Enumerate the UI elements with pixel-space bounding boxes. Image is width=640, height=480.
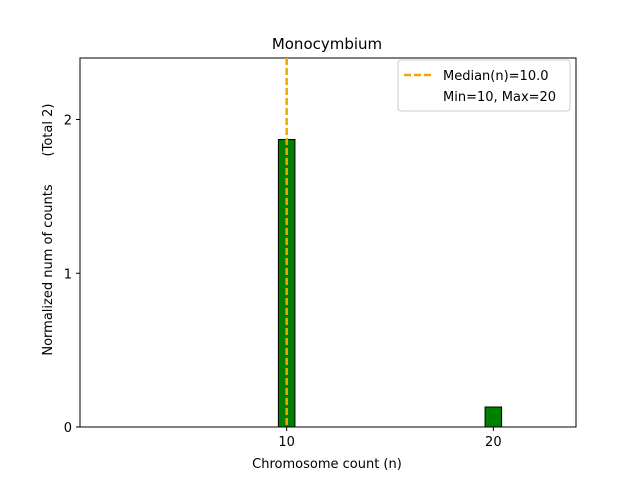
legend: Median(n)=10.0 Min=10, Max=20 [397,59,571,112]
legend-entry-range: Min=10, Max=20 [443,90,556,105]
legend-entry-median: Median(n)=10.0 [443,69,549,84]
y-axis-total-label: (Total 2) [41,104,56,157]
x-tick-label-10: 10 [278,435,295,450]
bars-layer [277,138,503,428]
x-tick-label-20: 20 [485,435,502,450]
chart-title: Monocymbium [272,35,382,53]
bar-20 [484,406,503,428]
y-axis-label: Normalized num of counts [41,184,56,355]
plot-frame [79,57,577,428]
x-ticks: 10 20 [278,427,502,450]
y-tick-label-1: 1 [64,267,72,282]
x-axis-label: Chromosome count (n) [252,457,402,472]
y-ticks: 0 1 2 [64,114,80,436]
y-tick-label-2: 2 [64,114,72,129]
legend-box [397,59,571,112]
y-tick-label-0: 0 [64,421,72,436]
